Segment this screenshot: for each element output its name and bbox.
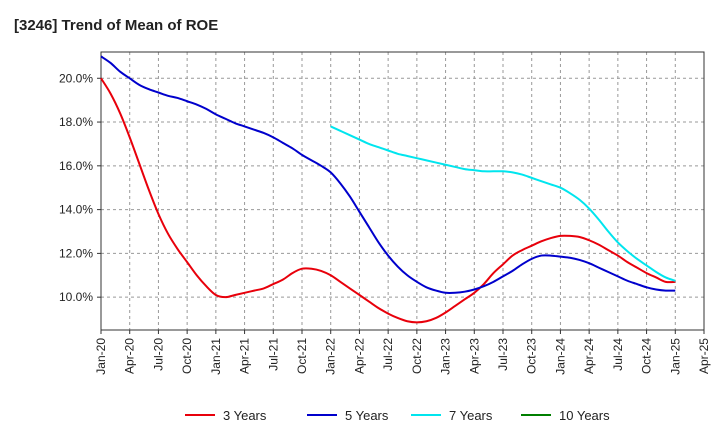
x-tick-label: Apr-21 xyxy=(238,338,252,374)
legend-label: 5 Years xyxy=(345,408,389,423)
x-tick-label: Jul-20 xyxy=(151,338,165,371)
x-tick-label: Jul-22 xyxy=(381,338,395,371)
x-tick-label: Oct-20 xyxy=(180,338,194,374)
x-tick-label: Oct-24 xyxy=(640,338,654,374)
grid-lines xyxy=(101,52,704,330)
series-line-1 xyxy=(100,77,676,324)
y-axis: 10.0% 12.0% 14.0% 16.0% 18.0% 20.0% xyxy=(59,71,101,304)
legend-label: 10 Years xyxy=(559,408,610,423)
x-tick-label: Oct-22 xyxy=(410,338,424,374)
y-tick-label: 12.0% xyxy=(59,246,93,260)
plot-area-frame xyxy=(100,51,705,331)
x-axis: Jan-20 Apr-20 Jul-20 Oct-20 Jan-21 Apr-21 Jul-… xyxy=(94,330,711,375)
x-tick-label: Oct-23 xyxy=(525,338,539,374)
series-line-3 xyxy=(330,125,676,282)
x-tick-label: Apr-25 xyxy=(697,338,711,374)
legend-label: 7 Years xyxy=(449,408,493,423)
y-tick-label: 18.0% xyxy=(59,115,93,129)
x-tick-label: Jan-23 xyxy=(439,338,453,375)
series-line-2 xyxy=(100,55,676,294)
chart-title: [3246] Trend of Mean of ROE xyxy=(14,17,218,34)
x-tick-label: Apr-20 xyxy=(123,338,137,374)
x-tick-label: Jan-25 xyxy=(668,338,682,375)
x-tick-label: Apr-23 xyxy=(467,338,481,374)
y-tick-label: 14.0% xyxy=(59,203,93,217)
legend: 3 Years 5 Years 7 Years 10 Years xyxy=(185,408,610,423)
x-tick-label: Jul-21 xyxy=(266,338,280,371)
y-tick-label: 16.0% xyxy=(59,159,93,173)
y-tick-label: 20.0% xyxy=(59,71,93,85)
x-tick-label: Jan-21 xyxy=(209,338,223,375)
x-tick-label: Jan-20 xyxy=(94,338,108,375)
x-tick-label: Oct-21 xyxy=(295,338,309,374)
x-tick-label: Jul-23 xyxy=(496,338,510,371)
x-tick-label: Apr-24 xyxy=(582,338,596,374)
y-tick-label: 10.0% xyxy=(59,290,93,304)
x-tick-label: Jan-24 xyxy=(553,338,567,375)
x-tick-label: Apr-22 xyxy=(352,338,366,374)
x-tick-label: Jan-22 xyxy=(324,338,338,375)
legend-label: 3 Years xyxy=(223,408,267,423)
x-tick-label: Jul-24 xyxy=(611,338,625,371)
series-lines xyxy=(100,55,676,324)
